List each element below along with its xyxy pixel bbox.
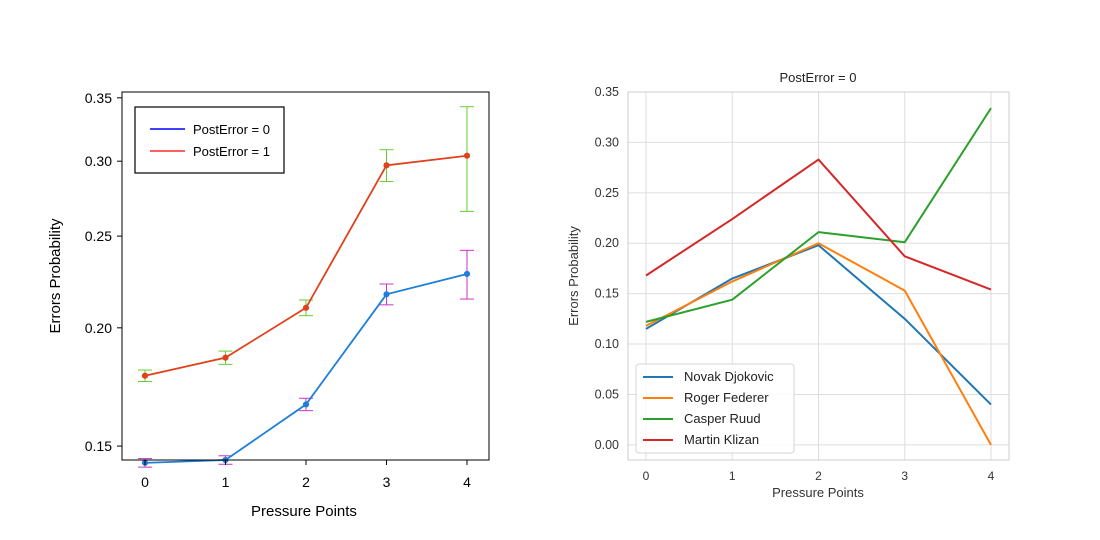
series-line-posterror-1	[144, 154, 468, 377]
legend-label-casper-ruud: Casper Ruud	[684, 411, 761, 426]
right-legend-box	[635, 363, 795, 454]
right-x-ticks: 0 1 2 3 4	[643, 469, 995, 483]
data-point-posterror-1-4	[463, 152, 471, 159]
left-legend-box	[134, 106, 285, 174]
y-tick-label-0: 0.15	[85, 438, 112, 454]
series-line-martin-klizan	[645, 158, 992, 291]
x-tick-label-0: 0	[141, 474, 149, 490]
right-y-axis-label: Errors Probability	[566, 226, 581, 326]
left-y-axis-label: Errors Probability	[47, 218, 64, 334]
right-y-tick-label-3: 0.15	[595, 287, 619, 301]
data-point-posterror-0-2	[302, 401, 310, 408]
data-point-posterror-1-1	[222, 354, 229, 361]
x-tick-label-1: 1	[222, 474, 230, 490]
left-legend: PostError = 0 PostError = 1	[134, 106, 285, 174]
x-tick-label-2: 2	[302, 474, 310, 490]
data-point-posterror-1-2	[302, 304, 310, 311]
left-x-ticks: 0 1 2 3 4	[141, 460, 471, 490]
legend-label-novak-djokovic: Novak Djokovic	[684, 369, 774, 384]
y-tick-label-3: 0.30	[85, 153, 112, 169]
legend-label-roger-federer: Roger Federer	[684, 390, 769, 405]
right-plot-frame	[627, 91, 1010, 461]
left-data-points	[141, 152, 471, 466]
right-x-tick-label-4: 4	[988, 469, 995, 483]
right-chart: PostError = 0 0 1 2 3 4 0.00 0.05 0.10 0.15 0.20…	[566, 70, 1010, 500]
left-x-axis-label: Pressure Points	[251, 503, 357, 520]
right-y-tick-label-4: 0.20	[595, 236, 619, 250]
left-y-ticks: 0.15 0.20 0.25 0.30 0.35	[85, 90, 122, 454]
x-tick-label-4: 4	[463, 474, 471, 490]
y-tick-label-4: 0.35	[85, 90, 112, 106]
y-tick-label-1: 0.20	[85, 320, 112, 336]
data-point-posterror-1-0	[141, 372, 149, 379]
y-tick-label-2: 0.25	[85, 228, 112, 244]
right-y-tick-label-5: 0.25	[595, 186, 619, 200]
data-point-posterror-0-3	[383, 291, 390, 298]
right-y-ticks: 0.00 0.05 0.10 0.15 0.20 0.25 0.30 0.35	[595, 85, 619, 452]
right-y-tick-label-0: 0.00	[595, 438, 619, 452]
right-y-tick-label-7: 0.35	[595, 85, 619, 99]
data-point-posterror-1-3	[383, 162, 390, 169]
right-x-tick-label-2: 2	[815, 469, 822, 483]
right-x-tick-label-0: 0	[643, 469, 650, 483]
data-point-posterror-0-4	[463, 270, 471, 278]
legend-label-posterror-1: PostError = 1	[193, 144, 270, 159]
right-y-tick-label-2: 0.10	[595, 337, 619, 351]
right-legend: Novak Djokovic Roger Federer Casper Ruud…	[635, 363, 795, 454]
right-x-tick-label-3: 3	[901, 469, 908, 483]
series-line-roger-federer	[645, 242, 992, 446]
right-y-tick-label-1: 0.05	[595, 387, 619, 401]
legend-label-martin-klizan: Martin Klizan	[684, 432, 759, 447]
right-chart-title: PostError = 0	[780, 70, 857, 85]
series-line-casper-ruud	[645, 107, 992, 323]
legend-label-posterror-0: PostError = 0	[193, 122, 270, 137]
right-y-tick-label-6: 0.30	[595, 135, 619, 149]
right-x-tick-label-1: 1	[729, 469, 736, 483]
right-series-lines	[645, 107, 992, 446]
x-tick-label-3: 3	[383, 474, 391, 490]
right-x-axis-label: Pressure Points	[772, 485, 864, 500]
left-chart: 0 1 2 3 4 0.15 0.20 0.25 0.30 0.35 Pressure Poin…	[47, 90, 490, 520]
